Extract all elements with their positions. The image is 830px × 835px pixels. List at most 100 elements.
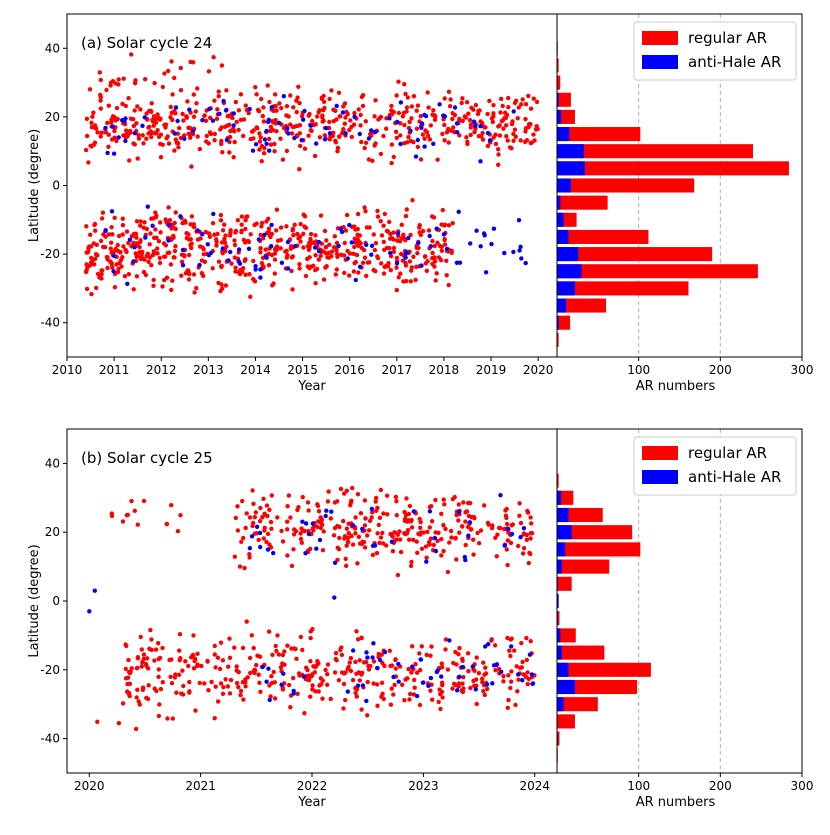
scatter-point-regular bbox=[265, 531, 271, 537]
scatter-point-regular bbox=[308, 635, 313, 641]
scatter-point-regular bbox=[164, 521, 169, 527]
scatter-point-regular bbox=[343, 228, 349, 233]
scatter-point-regular bbox=[503, 513, 509, 518]
scatter-point-regular bbox=[207, 234, 213, 239]
x-axis-title: Year bbox=[297, 795, 326, 810]
scatter-point-regular bbox=[140, 133, 145, 138]
scatter-point-regular bbox=[246, 239, 252, 245]
scatter-point-regular bbox=[403, 91, 408, 97]
scatter-point-regular bbox=[184, 231, 189, 236]
scatter-point-regular bbox=[270, 652, 275, 657]
scatter-point-regular bbox=[353, 659, 358, 665]
scatter-point-anti bbox=[483, 270, 489, 275]
scatter-point-regular bbox=[438, 706, 443, 712]
scatter-point-anti bbox=[109, 209, 115, 214]
scatter-point-regular bbox=[395, 238, 400, 243]
scatter-point-regular bbox=[286, 114, 291, 119]
scatter-point-anti bbox=[527, 652, 533, 657]
scatter-point-regular bbox=[115, 242, 120, 248]
scatter-point-anti bbox=[410, 664, 415, 669]
scatter-point-anti bbox=[520, 678, 525, 683]
scatter-point-regular bbox=[319, 682, 324, 687]
scatter-point-regular bbox=[362, 498, 368, 503]
scatter-point-regular bbox=[337, 134, 342, 139]
scatter-point-regular bbox=[328, 696, 333, 702]
scatter-point-regular bbox=[308, 264, 314, 269]
scatter-point-regular bbox=[235, 218, 240, 223]
scatter-point-regular bbox=[403, 677, 408, 682]
scatter-point-regular bbox=[415, 103, 421, 108]
scatter-point-anti bbox=[487, 138, 493, 143]
scatter-point-regular bbox=[116, 233, 122, 239]
x-tick-label: 2020 bbox=[523, 363, 554, 377]
scatter-point-regular bbox=[501, 679, 506, 684]
scatter-point-regular bbox=[358, 112, 363, 118]
scatter-point-anti bbox=[373, 129, 378, 135]
scatter-point-regular bbox=[379, 233, 385, 238]
scatter-point-regular bbox=[337, 524, 342, 530]
scatter-point-anti bbox=[414, 693, 420, 699]
scatter-point-regular bbox=[218, 640, 224, 645]
scatter-point-regular bbox=[98, 77, 104, 83]
scatter-point-regular bbox=[454, 662, 459, 667]
scatter-point-regular bbox=[168, 104, 173, 110]
scatter-point-regular bbox=[325, 682, 330, 687]
scatter-point-regular bbox=[404, 105, 410, 110]
scatter-point-regular bbox=[199, 663, 204, 669]
scatter-point-regular bbox=[210, 266, 215, 271]
scatter-point-regular bbox=[112, 128, 117, 134]
scatter-point-anti bbox=[226, 258, 231, 263]
scatter-point-regular bbox=[212, 643, 217, 649]
scatter-point-regular bbox=[99, 216, 105, 221]
scatter-point-anti bbox=[103, 229, 108, 234]
scatter-point-regular bbox=[289, 255, 295, 260]
scatter-point-regular bbox=[365, 679, 370, 685]
scatter-point-regular bbox=[312, 670, 317, 675]
scatter-point-regular bbox=[293, 646, 298, 652]
scatter-point-regular bbox=[450, 116, 455, 122]
scatter-point-anti bbox=[317, 537, 323, 543]
scatter-point-regular bbox=[485, 111, 490, 117]
scatter-point-regular bbox=[120, 701, 126, 706]
scatter-point-anti bbox=[269, 244, 274, 249]
scatter-point-regular bbox=[460, 656, 465, 661]
scatter-point-anti bbox=[340, 110, 346, 115]
scatter-point-regular bbox=[534, 99, 540, 105]
scatter-point-regular bbox=[184, 115, 190, 120]
scatter-point-regular bbox=[329, 254, 334, 259]
scatter-point-anti bbox=[411, 509, 416, 514]
scatter-point-anti bbox=[364, 650, 369, 655]
scatter-point-regular bbox=[131, 287, 136, 292]
scatter-point-regular bbox=[344, 526, 350, 531]
scatter-point-anti bbox=[413, 154, 419, 159]
scatter-point-regular bbox=[506, 530, 511, 535]
scatter-point-regular bbox=[440, 695, 445, 700]
scatter-point-regular bbox=[531, 132, 536, 137]
scatter-point-anti bbox=[140, 123, 145, 128]
scatter-point-regular bbox=[240, 498, 245, 504]
scatter-point-regular bbox=[468, 122, 474, 127]
scatter-point-regular bbox=[310, 683, 315, 688]
scatter-point-regular bbox=[160, 680, 165, 685]
scatter-point-regular bbox=[223, 233, 228, 238]
scatter-point-regular bbox=[99, 130, 104, 135]
scatter-point-regular bbox=[268, 694, 273, 699]
scatter-point-regular bbox=[227, 134, 233, 140]
scatter-point-regular bbox=[295, 507, 300, 513]
scatter-point-regular bbox=[214, 243, 219, 248]
scatter-point-regular bbox=[133, 726, 139, 732]
scatter-point-regular bbox=[138, 238, 143, 243]
scatter-point-regular bbox=[92, 221, 98, 227]
scatter-point-anti bbox=[254, 524, 260, 529]
scatter-point-regular bbox=[247, 552, 252, 557]
scatter-point-regular bbox=[489, 116, 495, 121]
scatter-point-anti bbox=[498, 493, 503, 498]
scatter-point-anti bbox=[398, 141, 403, 147]
scatter-point-regular bbox=[172, 220, 177, 226]
scatter-point-anti bbox=[271, 550, 276, 556]
scatter-point-anti bbox=[205, 242, 210, 247]
scatter-point-regular bbox=[409, 116, 414, 121]
scatter-point-anti bbox=[484, 682, 490, 687]
scatter-point-regular bbox=[443, 526, 448, 532]
